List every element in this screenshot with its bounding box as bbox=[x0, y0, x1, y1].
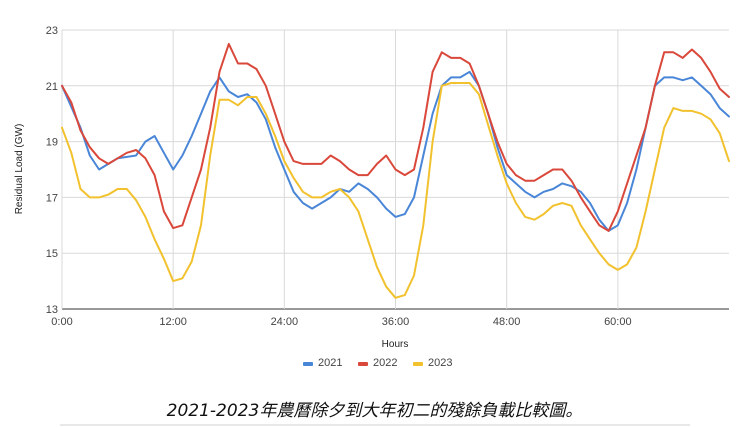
y-tick-label: 23 bbox=[46, 25, 58, 37]
series-lines bbox=[61, 42, 730, 299]
x-tick-label: 0:00 bbox=[51, 316, 72, 328]
y-tick-label: 15 bbox=[46, 248, 58, 260]
x-axis-title: Hours bbox=[382, 339, 409, 350]
series-line-2023 bbox=[61, 82, 730, 299]
series-line-2021 bbox=[61, 70, 730, 232]
series-line-2022 bbox=[61, 42, 730, 232]
x-tick-label: 48:00 bbox=[493, 316, 521, 328]
x-tick-label: 36:00 bbox=[382, 316, 410, 328]
y-tick-label: 13 bbox=[46, 304, 58, 316]
legend-swatch-2022 bbox=[358, 362, 368, 366]
legend-label-2023: 2023 bbox=[428, 357, 452, 369]
y-axis-ticks: 13 15 17 19 21 23 bbox=[46, 25, 58, 316]
x-tick-label: 60:00 bbox=[604, 316, 632, 328]
y-tick-label: 21 bbox=[46, 81, 58, 93]
y-axis-title: Residual Load (GW) bbox=[14, 124, 25, 215]
x-tick-label: 24:00 bbox=[271, 316, 299, 328]
legend: 2021 2022 2023 bbox=[303, 357, 452, 369]
legend-label-2022: 2022 bbox=[373, 357, 397, 369]
y-tick-label: 19 bbox=[46, 137, 58, 149]
figure-caption: 2021-2023年農曆除夕到大年初二的殘餘負載比較圖。 bbox=[166, 401, 583, 421]
legend-swatch-2023 bbox=[413, 362, 423, 366]
y-tick-label: 17 bbox=[46, 192, 58, 204]
caption-divider bbox=[60, 424, 690, 426]
x-axis-ticks: 0:00 12:00 24:00 36:00 48:00 60:00 bbox=[51, 316, 631, 328]
legend-label-2021: 2021 bbox=[318, 357, 342, 369]
x-tick-label: 12:00 bbox=[159, 316, 187, 328]
legend-swatch-2021 bbox=[303, 362, 313, 366]
line-chart: 13 15 17 19 21 23 0:00 12:00 24:00 36:00 48:00 60:… bbox=[14, 25, 730, 369]
grid-lines bbox=[61, 29, 729, 310]
